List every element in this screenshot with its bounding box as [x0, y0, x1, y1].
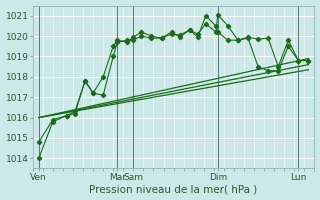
X-axis label: Pression niveau de la mer( hPa ): Pression niveau de la mer( hPa ): [90, 184, 258, 194]
